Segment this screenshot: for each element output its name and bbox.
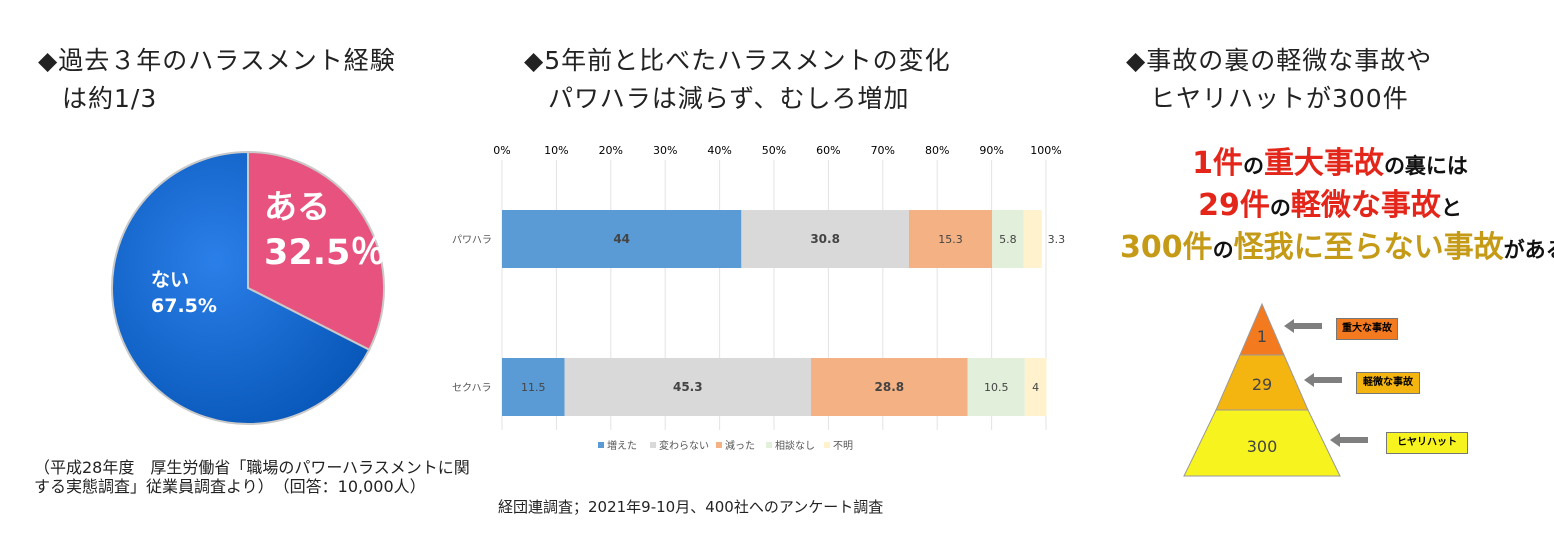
x-tick-label: 20% (599, 144, 623, 157)
data-label: 3.3 (1048, 233, 1066, 246)
pie-slice-yes (247, 150, 385, 352)
bar-segment-4 (1024, 358, 1047, 416)
pyramid-value-2: 29 (1252, 375, 1272, 394)
x-tick-label: 0% (493, 144, 510, 157)
legend-swatch (824, 442, 830, 448)
pie-yes-label: ある (264, 187, 330, 226)
pyramid-label-2: 軽微な事故 (1356, 372, 1420, 394)
pyramid-label-3: ヒヤリハット (1386, 432, 1468, 454)
legend-swatch (766, 442, 772, 448)
pyramid-tier-3 (1183, 409, 1341, 477)
bar-source-note: 経団連調査；2021年9-10月、400社へのアンケート調査 (498, 498, 884, 516)
legend-label: 増えた (607, 439, 637, 452)
bar-segment-2 (810, 358, 968, 416)
pie-slice-no (111, 150, 371, 425)
arrow-icon (1284, 319, 1322, 333)
bar-segment-3 (992, 210, 1024, 268)
x-tick-label: 40% (707, 144, 731, 157)
bar-segment-0 (502, 210, 742, 268)
x-tick-label: 100% (1030, 144, 1061, 157)
pie-no-value: 67.5% (151, 295, 217, 317)
category-label: パワハラ (452, 234, 492, 246)
data-label: 4 (1032, 381, 1039, 394)
pie-source-note: （平成28年度 厚生労働省「職場のパワーハラスメントに関する実態調査」従業員調査… (34, 458, 470, 496)
pie-slices (111, 150, 385, 425)
bar-segment-2 (908, 210, 993, 268)
bar-segment-1 (564, 358, 811, 416)
data-label: 30.8 (810, 232, 840, 246)
pyramid-value-1: 1 (1257, 327, 1267, 346)
data-label: 11.5 (521, 381, 546, 394)
arrow-icon (1304, 373, 1342, 387)
pyramid-label-1: 重大な事故 (1336, 318, 1398, 340)
pie-heading-line1: ◆過去３年のハラスメント経験 (38, 46, 396, 75)
heinrich-statement: 1件の重大事故の裏には 29件の軽微な事故と 300件の怪我に至らない事故がある (1120, 144, 1554, 270)
x-tick-label: 10% (544, 144, 568, 157)
pie-no-label: ない (151, 269, 190, 291)
pie-yes-value: 32.5％ (264, 233, 386, 273)
arrow-icon (1330, 433, 1368, 447)
bar-heading-line2: パワハラは減らず、むしろ増加 (548, 84, 910, 113)
data-label: 44 (613, 232, 630, 246)
pyramid-heading-line1: ◆事故の裏の軽微な事故や (1126, 46, 1433, 75)
x-tick-label: 80% (925, 144, 949, 157)
data-label: 5.8 (999, 233, 1017, 246)
legend-label: 変わらない (659, 439, 709, 452)
legend-label: 相談なし (775, 439, 815, 452)
x-tick-label: 60% (816, 144, 840, 157)
pyramid-value-3: 300 (1247, 437, 1278, 456)
legend-swatch (650, 442, 656, 448)
pie-chart (111, 150, 385, 425)
data-label: 10.5 (984, 381, 1009, 394)
x-tick-label: 70% (871, 144, 895, 157)
bar-segment-1 (741, 210, 909, 268)
bar-segment-3 (967, 358, 1025, 416)
legend-label: 減った (725, 439, 755, 452)
bar-segment-4 (1023, 210, 1042, 268)
statement-line-1: 1件の重大事故の裏には (1192, 146, 1468, 181)
x-tick-label: 50% (762, 144, 786, 157)
category-label: セクハラ (452, 382, 492, 394)
legend-swatch (598, 442, 604, 448)
statement-line-2: 29件の軽微な事故と (1198, 188, 1462, 223)
data-label: 45.3 (673, 380, 703, 394)
stacked-bar-chart: 0% 10% 20% 30% 40% 50% 60% 70% 80% 90% 100% パワハラセク… (452, 144, 1066, 452)
x-tick-label: 30% (653, 144, 677, 157)
bar-heading-line1: ◆5年前と比べたハラスメントの変化 (524, 46, 951, 75)
legend-label: 不明 (833, 440, 853, 452)
bar-segment-0 (502, 358, 565, 416)
x-tick-label: 90% (979, 144, 1003, 157)
accident-pyramid: 1 29 300 (1183, 302, 1368, 477)
legend-swatch (716, 442, 722, 448)
pyramid-heading-line2: ヒヤリハットが300件 (1150, 84, 1409, 113)
statement-line-3: 300件の怪我に至らない事故がある (1120, 230, 1554, 265)
data-label: 28.8 (875, 380, 905, 394)
data-label: 15.3 (938, 233, 963, 246)
pie-heading-line2: は約1/3 (62, 84, 158, 113)
